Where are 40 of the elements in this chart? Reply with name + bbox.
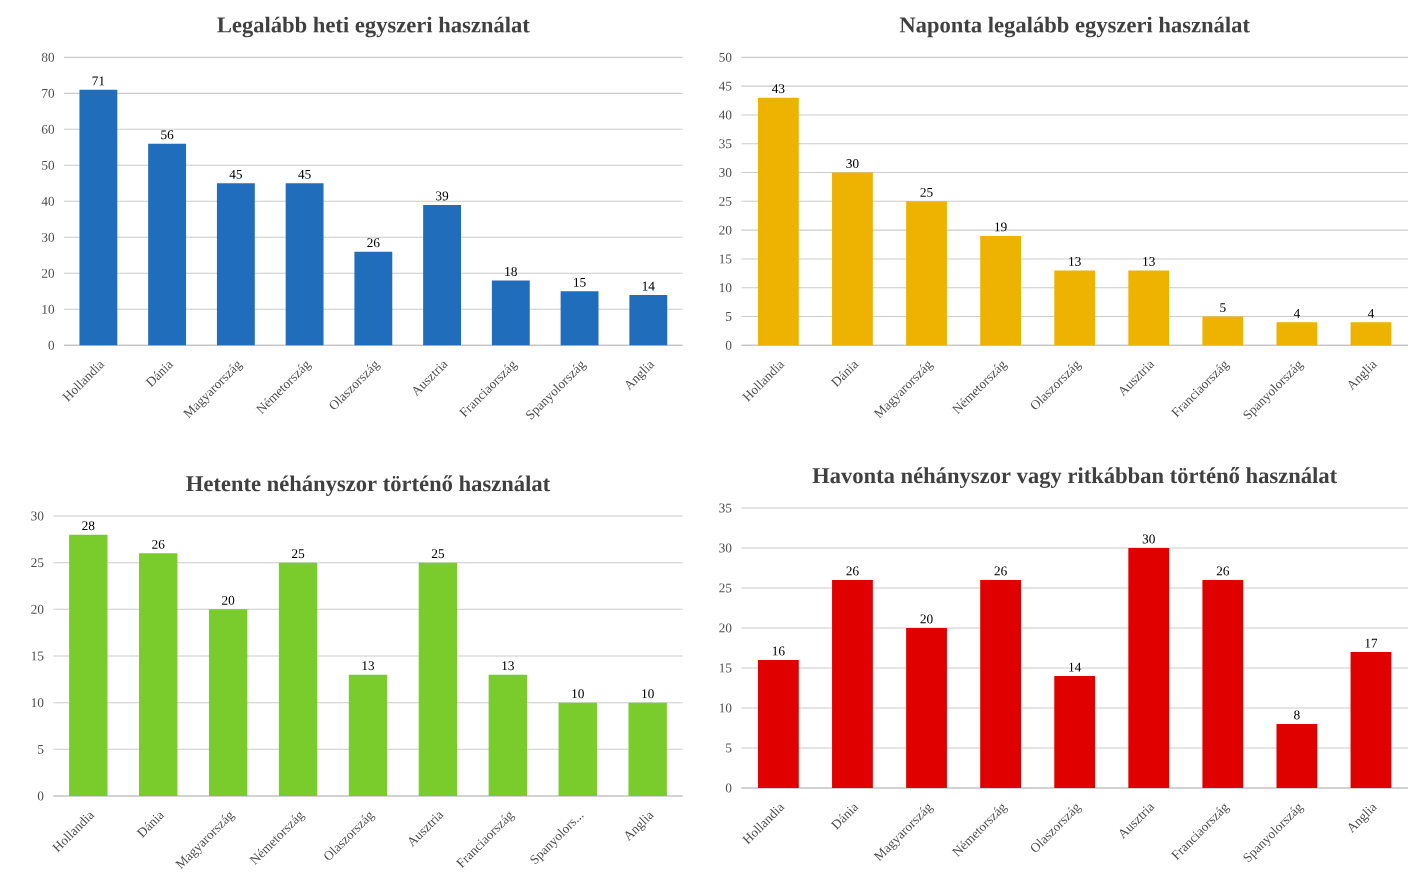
bar	[139, 553, 178, 796]
bar	[1202, 580, 1244, 788]
bar	[491, 280, 530, 346]
bar	[906, 201, 947, 346]
bar	[69, 534, 108, 796]
bar	[757, 660, 799, 788]
bar	[1202, 316, 1244, 346]
bar	[348, 674, 388, 796]
bar	[628, 702, 667, 796]
bar	[980, 235, 1021, 346]
bar	[560, 291, 599, 346]
bar	[1350, 652, 1392, 788]
bar	[757, 97, 799, 346]
bar	[423, 204, 462, 346]
bar	[832, 580, 873, 788]
bar	[832, 172, 873, 346]
bar	[1054, 270, 1096, 346]
bar	[1128, 548, 1170, 788]
bar	[79, 89, 118, 346]
bar	[1350, 322, 1392, 346]
bar	[148, 143, 187, 346]
bar	[216, 183, 255, 346]
bar	[1276, 724, 1318, 788]
bar	[488, 674, 528, 796]
bar	[558, 702, 597, 796]
bar	[278, 562, 318, 796]
chart-title: Naponta legalább egyszeri használat	[899, 16, 1250, 38]
bar	[285, 183, 324, 346]
bar	[980, 580, 1021, 788]
bar	[906, 628, 947, 788]
chart-title: Legalább heti egyszeri használat	[217, 16, 530, 38]
bar	[208, 609, 248, 796]
bar	[1054, 676, 1096, 788]
bar	[418, 562, 458, 796]
bar	[629, 294, 668, 346]
bar	[1128, 270, 1170, 346]
chart-title: Hetente néhányszor történő használat	[186, 475, 551, 496]
bar	[354, 251, 393, 346]
bar	[1276, 322, 1318, 346]
chart-title: Havonta néhányszor vagy ritkábban történő használat	[812, 467, 1338, 489]
